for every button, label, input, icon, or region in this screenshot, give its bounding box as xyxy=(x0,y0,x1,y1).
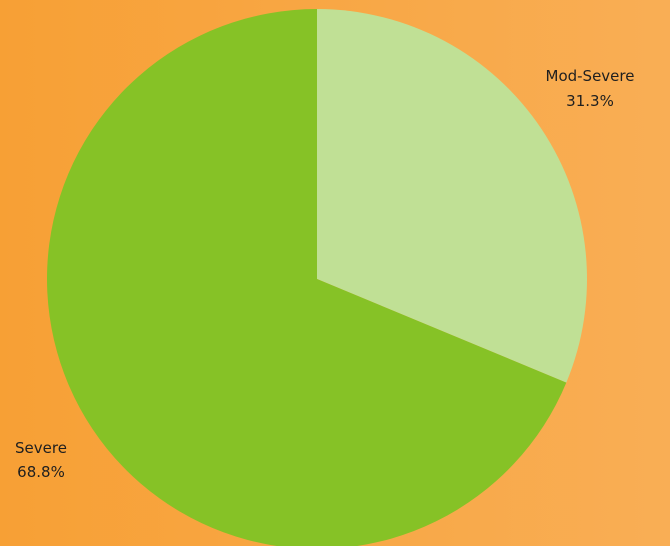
slice-percent-mod-severe: 31.3% xyxy=(566,92,614,110)
pie-slice-mod-severe xyxy=(317,9,587,383)
pie-slice-severe xyxy=(47,9,567,546)
slice-label-mod-severe: Mod-Severe 31.3% xyxy=(546,67,635,110)
pie-slices xyxy=(47,9,587,546)
slice-name-mod-severe: Mod-Severe xyxy=(546,67,635,85)
slice-name-severe: Severe xyxy=(15,439,67,457)
slice-percent-severe: 68.8% xyxy=(17,463,65,481)
slice-label-severe: Severe 68.8% xyxy=(15,439,67,481)
